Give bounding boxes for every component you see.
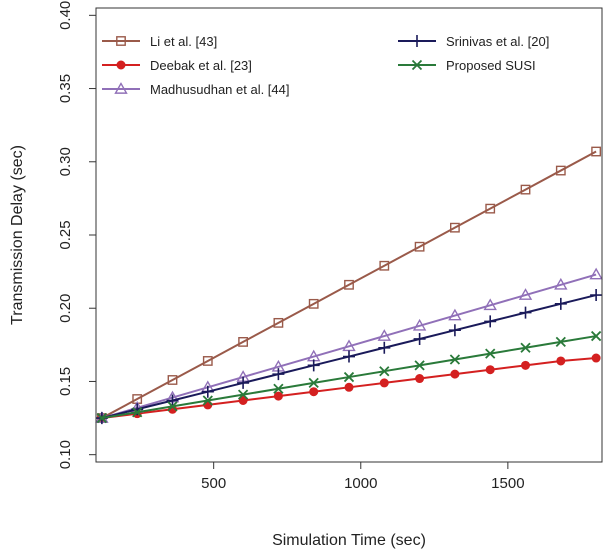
legend-item: Proposed SUSI [398, 58, 536, 73]
data-point-plus [554, 297, 567, 310]
x-tick-label: 1000 [344, 475, 377, 492]
data-point-square [485, 203, 496, 214]
data-point-plus [201, 385, 214, 398]
data-point-plus [448, 324, 461, 337]
data-point-cross [132, 407, 143, 418]
data-point-cross [555, 336, 566, 348]
data-point-plus [307, 359, 320, 372]
legend-item: Deebak et al. [23] [102, 58, 252, 73]
y-tick-label: 0.20 [57, 294, 74, 323]
data-point-square [555, 165, 566, 176]
data-point-plus [411, 35, 423, 47]
data-point-circle [485, 365, 495, 375]
data-point-circle [238, 395, 248, 405]
legend-label: Srinivas et al. [20] [446, 34, 549, 49]
x-tick-label: 1500 [491, 475, 524, 492]
y-tick-label: 0.15 [57, 367, 74, 396]
legend: Li et al. [43] Deebak et al. [23] Madhusud… [102, 34, 549, 97]
series-group [96, 146, 602, 423]
data-point-cross [379, 366, 390, 377]
data-point-square [308, 298, 319, 309]
data-point-square [520, 184, 531, 195]
data-point-cross [237, 389, 249, 400]
y-axis-title: Transmission Delay (sec) [9, 145, 26, 325]
data-point-plus [484, 315, 497, 328]
x-tick-label: 500 [201, 475, 226, 492]
data-point-cross [590, 330, 602, 342]
data-point-square [344, 279, 354, 290]
series-line [101, 273, 597, 420]
data-point-square [379, 260, 390, 271]
y-tick-label: 0.25 [57, 220, 74, 249]
data-point-plus [272, 368, 285, 381]
legend-label: Proposed SUSI [446, 58, 536, 73]
data-point-square [202, 356, 213, 366]
data-point-circle [415, 374, 425, 384]
data-point-circle [450, 369, 460, 379]
data-point-triangle [114, 82, 128, 94]
y-tick-label: 0.30 [57, 147, 74, 176]
data-point-cross [520, 342, 531, 353]
y-tick-label: 0.40 [57, 1, 74, 30]
data-point-cross [202, 395, 213, 406]
data-point-square [238, 337, 248, 347]
data-point-triangle [377, 329, 392, 341]
data-point-circle [521, 360, 531, 370]
data-point-square [167, 375, 178, 385]
data-point-triangle [342, 339, 356, 352]
legend-label: Deebak et al. [23] [150, 58, 252, 73]
data-point-square [591, 146, 602, 157]
data-point-cross [414, 360, 425, 371]
data-point-cross [449, 354, 461, 365]
data-point-square [414, 241, 425, 252]
data-point-cross [273, 383, 284, 394]
series-group [96, 330, 602, 424]
data-point-cross [411, 59, 423, 71]
x-axis-title: Simulation Time (sec) [272, 532, 426, 549]
legend-item: Li et al. [43] [102, 34, 217, 49]
data-point-triangle [518, 288, 533, 300]
data-point-cross [167, 401, 178, 412]
data-point-plus [237, 376, 250, 389]
series-group [95, 289, 603, 425]
data-point-square [116, 36, 126, 46]
data-point-square [450, 222, 460, 233]
legend-label: Li et al. [43] [150, 34, 217, 49]
data-point-circle [379, 378, 389, 388]
data-point-triangle [412, 318, 427, 331]
legend-item: Madhusudhan et al. [44] [102, 82, 290, 97]
data-point-circle [344, 382, 354, 392]
data-point-circle [591, 353, 601, 363]
legend-item: Srinivas et al. [20] [398, 34, 549, 49]
data-point-triangle [554, 277, 568, 290]
data-point-cross [96, 412, 108, 424]
data-point-circle [116, 60, 126, 70]
data-point-plus [343, 350, 355, 363]
data-point-cross [308, 377, 319, 389]
y-tick-label: 0.10 [57, 440, 74, 469]
data-point-cross [485, 348, 496, 359]
legend-label: Madhusudhan et al. [44] [150, 82, 290, 97]
plot-layer [95, 146, 603, 425]
data-point-circle [309, 387, 319, 397]
series-line [101, 150, 597, 419]
data-point-cross [343, 371, 355, 383]
data-point-triangle [483, 298, 497, 311]
data-point-plus [413, 332, 426, 345]
axis-layer: 500 1000 1500 0.10 0.15 0.20 0.25 0.30 0.35 0.40 [57, 1, 525, 492]
data-point-circle [556, 356, 566, 366]
data-point-plus [378, 341, 391, 354]
data-point-plus [519, 306, 532, 319]
y-tick-label: 0.35 [57, 74, 74, 103]
data-point-plus [166, 394, 179, 407]
data-point-plus [590, 289, 603, 302]
data-point-circle [273, 391, 283, 401]
data-point-triangle [448, 308, 462, 321]
data-point-triangle [589, 267, 603, 280]
data-point-square [273, 317, 284, 328]
